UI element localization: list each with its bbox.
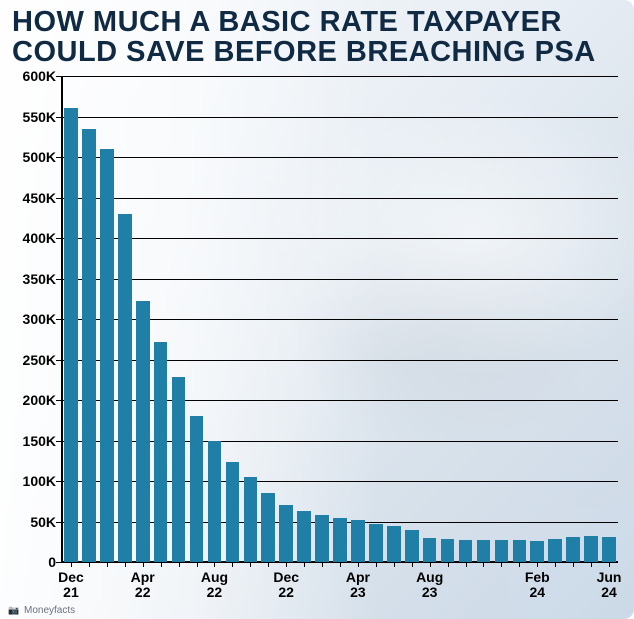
y-axis-label: 400K [23,230,56,246]
chart-title: HOW MUCH A BASIC RATE TAXPAYER COULD SAV… [12,8,622,67]
bar [82,129,96,562]
x-tick [466,562,467,567]
bar [495,540,509,562]
y-axis-label: 100K [23,473,56,489]
x-tick [394,562,395,567]
x-tick [161,562,162,567]
y-axis-label: 0 [48,554,56,570]
x-tick [214,562,215,567]
camera-icon: 📷 [8,605,19,615]
x-axis-label: Aug22 [201,570,228,601]
x-axis-label: Jun24 [597,570,622,601]
x-tick [555,562,556,567]
bar [261,493,275,562]
y-axis-label: 550K [23,109,56,125]
bar [172,377,186,562]
bar [136,301,150,562]
y-axis-label: 300K [23,311,56,327]
gridline [62,238,618,239]
x-tick [304,562,305,567]
x-tick [232,562,233,567]
gridline [62,198,618,199]
x-tick [358,562,359,567]
bar [405,530,419,562]
bar [297,511,311,562]
x-tick [286,562,287,567]
x-axis-label: Aug23 [416,570,443,601]
x-tick [143,562,144,567]
x-tick [448,562,449,567]
gridline [62,157,618,158]
x-tick [340,562,341,567]
x-tick [412,562,413,567]
x-tick [376,562,377,567]
y-axis-label: 450K [23,190,56,206]
y-axis-label: 250K [23,352,56,368]
bar [279,505,293,562]
bar [387,526,401,562]
bar [351,520,365,562]
x-axis-label: Feb24 [525,570,550,601]
bar [369,524,383,562]
bar [602,537,616,562]
bar [333,518,347,562]
x-tick [519,562,520,567]
y-axis-label: 500K [23,149,56,165]
bar [530,541,544,562]
bar [441,539,455,562]
bar [118,214,132,562]
x-tick [573,562,574,567]
y-axis-label: 150K [23,433,56,449]
x-tick [483,562,484,567]
y-axis [61,76,63,562]
bar [459,540,473,562]
bar [154,342,168,562]
bar [226,462,240,562]
bar [64,108,78,562]
y-axis-label: 200K [23,392,56,408]
y-axis-label: 600K [23,68,56,84]
y-axis-label: 350K [23,271,56,287]
bar [315,515,329,562]
bar [244,477,258,562]
x-tick [125,562,126,567]
x-tick [250,562,251,567]
bar [190,416,204,562]
chart-container: HOW MUCH A BASIC RATE TAXPAYER COULD SAV… [0,0,634,619]
credit-line: 📷 Moneyfacts [8,605,75,616]
x-tick [591,562,592,567]
credit-label: Moneyfacts [24,605,75,616]
bar [584,536,598,562]
gridline [62,76,618,77]
bar [566,537,580,562]
x-tick [268,562,269,567]
bar [513,540,527,562]
x-tick [501,562,502,567]
x-axis-label: Dec22 [273,570,299,601]
x-tick [71,562,72,567]
bar [477,540,491,562]
x-tick [322,562,323,567]
y-axis-label: 50K [30,514,56,530]
bar [208,441,222,563]
x-tick [107,562,108,567]
x-tick [537,562,538,567]
x-axis-label: Apr22 [131,570,155,601]
gridline [62,279,618,280]
x-tick [609,562,610,567]
gridline [62,117,618,118]
x-tick [179,562,180,567]
bar [423,538,437,562]
x-tick [197,562,198,567]
bar [100,149,114,562]
x-tick [430,562,431,567]
bar [548,539,562,562]
x-axis-label: Apr23 [346,570,370,601]
chart-plot-area: 050K100K150K200K250K300K350K400K450K500K… [62,76,618,562]
x-tick [89,562,90,567]
x-axis-label: Dec21 [58,570,84,601]
